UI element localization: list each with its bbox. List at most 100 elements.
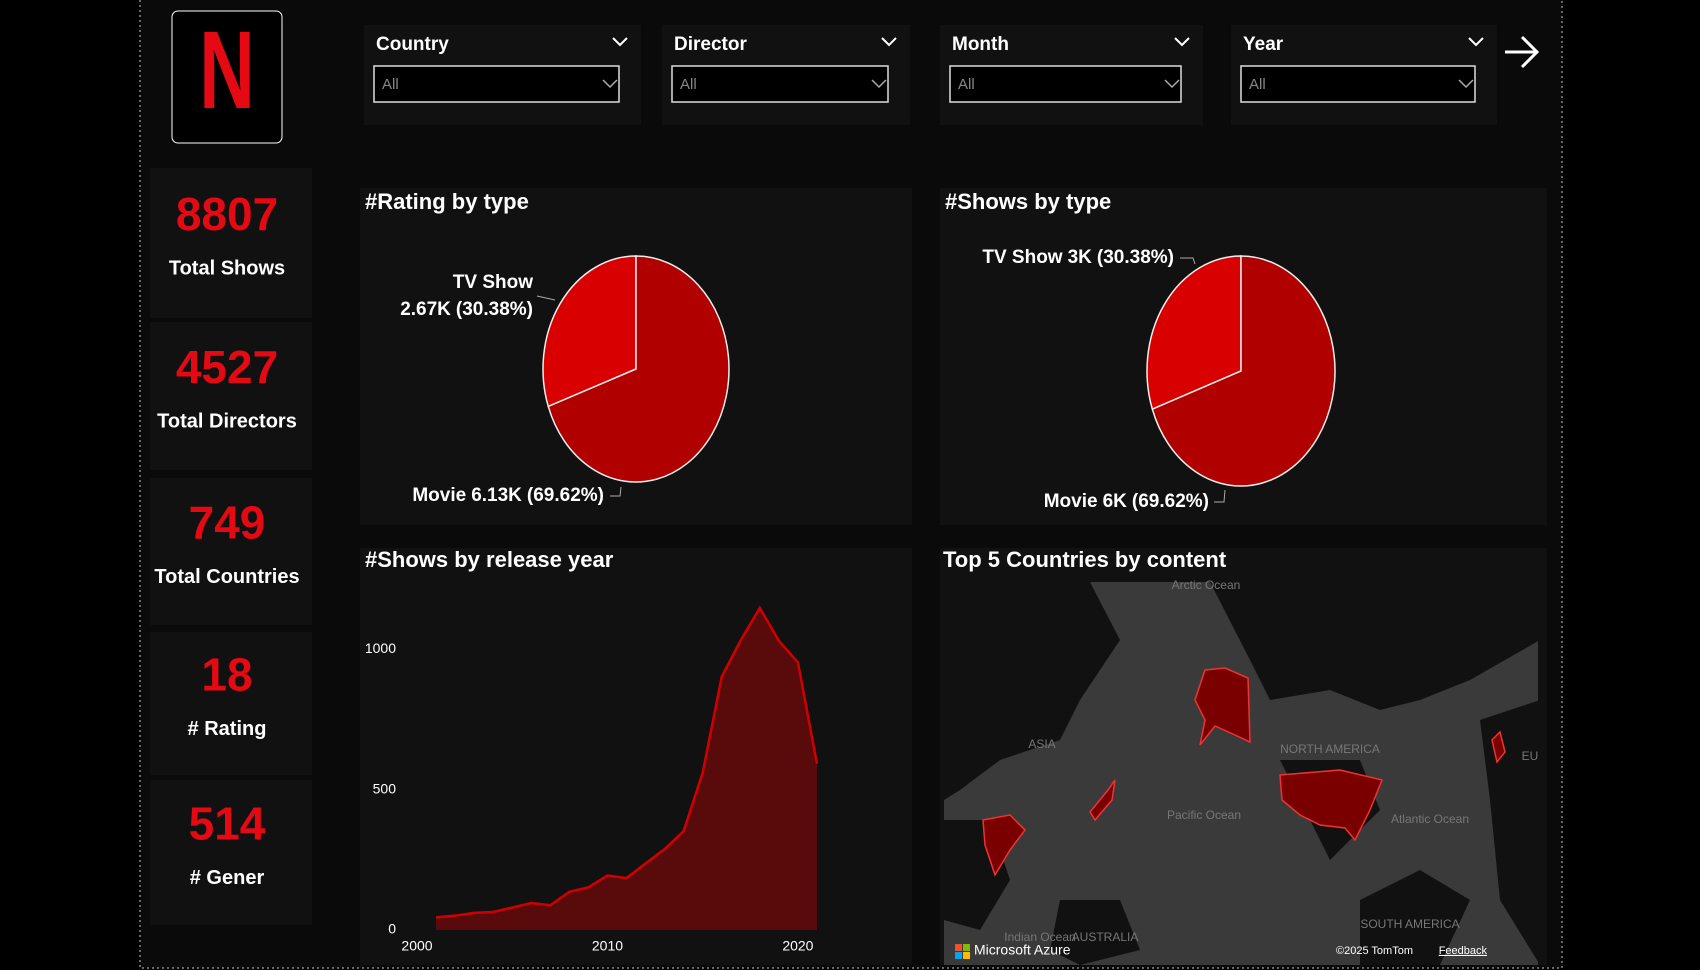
dropdown-chevron [602, 79, 618, 89]
highlighted-country [1491, 730, 1506, 764]
x-tick-label: 2020 [782, 938, 813, 954]
map-label: Atlantic Ocean [1391, 812, 1469, 826]
pie-slice [1151, 255, 1336, 487]
filter-value: All [1249, 76, 1266, 93]
map-label: Pacific Ocean [1167, 808, 1241, 822]
leader-line [1214, 489, 1226, 503]
filter-label: Director [674, 34, 747, 55]
azure-logo [955, 952, 962, 959]
kpi-value: 749 [189, 497, 266, 549]
pie-label: TV Show 3K (30.38%) [982, 247, 1174, 268]
kpi-card [150, 322, 312, 470]
area-fill [436, 607, 817, 930]
pie-label: Movie 6K (69.62%) [1044, 491, 1209, 512]
landmass [1480, 700, 1540, 965]
filter-value: All [680, 76, 697, 93]
highlighted-country [1279, 769, 1384, 842]
map-copyright: ©2025 TomTom [1336, 945, 1413, 957]
highlighted-country [982, 814, 1026, 877]
landmass [1360, 870, 1470, 965]
chart-panel [360, 548, 912, 965]
kpi-label: # Rating [188, 718, 267, 740]
chart-title: Top 5 Countries by content [943, 547, 1227, 572]
landmass [1050, 900, 1140, 965]
filter-label: Country [376, 34, 449, 55]
map-label: SOUTH AMERICA [1360, 917, 1459, 931]
chart-title: #Shows by release year [365, 547, 614, 572]
filter-dropdown[interactable] [373, 65, 620, 103]
azure-logo [955, 944, 962, 951]
pie-label-part: 2.67K [400, 299, 451, 320]
highlighted-country [1089, 779, 1116, 822]
filter-dropdown[interactable] [671, 65, 889, 103]
map-feedback[interactable]: Feedback [1439, 945, 1488, 957]
filter-chevron[interactable] [1468, 37, 1484, 47]
kpi-card [150, 168, 312, 318]
map-label: AUSTRALIA [1072, 930, 1139, 944]
map-label: EU [1522, 749, 1539, 763]
chart-title: #Rating by type [365, 189, 529, 214]
dropdown-chevron [1458, 79, 1474, 89]
y-tick-label: 1000 [365, 640, 396, 656]
pie-label-part: (30.38%) [1097, 247, 1174, 268]
kpi-label: # Gener [190, 867, 265, 889]
filter-value: All [382, 76, 399, 93]
kpi-value: 18 [201, 649, 252, 701]
kpi-label: Total Directors [157, 410, 297, 432]
pie-slice [547, 255, 730, 483]
leader-line [610, 486, 622, 497]
dropdown-chevron [871, 79, 887, 89]
filter-label: Month [952, 34, 1009, 55]
filter-chevron[interactable] [881, 37, 897, 47]
kpi-label: Total Countries [154, 566, 299, 588]
logo-box [171, 10, 283, 144]
dropdown-chevron [1164, 79, 1180, 89]
kpi-card [150, 780, 312, 925]
azure-logo [963, 944, 970, 951]
pie-label-part: TV Show [982, 247, 1062, 268]
leader-line [536, 295, 556, 301]
landmass [1210, 582, 1540, 710]
kpi-card [150, 632, 312, 775]
filter-chevron[interactable] [1174, 37, 1190, 47]
kpi-value: 8807 [176, 188, 278, 240]
azure-logo [963, 952, 970, 959]
y-tick-label: 0 [388, 921, 396, 937]
map-provider: Microsoft Azure [974, 942, 1071, 958]
x-tick-label: 2000 [401, 938, 432, 954]
pie-label-part: (69.62%) [1132, 491, 1209, 512]
filter-chevron[interactable] [612, 37, 628, 47]
pie-label-part: (69.62%) [527, 485, 604, 506]
pie-slice [542, 255, 637, 408]
pie-label-part: 3K [1068, 247, 1093, 268]
pie-label-part: Movie [412, 485, 466, 506]
pie-label: TV Show [453, 272, 533, 293]
kpi-value: 4527 [176, 341, 278, 393]
highlighted-country [1194, 667, 1251, 746]
area-line [435, 605, 819, 919]
map-label: Indian Ocean [1004, 930, 1075, 944]
pie-label-part: 6.13K [471, 485, 522, 506]
y-tick-label: 500 [373, 780, 397, 796]
kpi-label: Total Shows [169, 257, 285, 279]
pie-label-part: (30.38%) [456, 299, 533, 320]
filter-dropdown[interactable] [1240, 65, 1476, 103]
map-label: Arctic Ocean [1172, 578, 1241, 592]
pie-slice [1146, 255, 1242, 411]
map-label: ASIA [1028, 737, 1055, 751]
pie-label-part: Movie [1044, 491, 1098, 512]
filter-dropdown[interactable] [949, 65, 1182, 103]
filter-label: Year [1243, 34, 1284, 55]
next-arrow[interactable] [1505, 35, 1540, 69]
map-label: NORTH AMERICA [1280, 742, 1380, 756]
kpi-card [150, 478, 312, 625]
x-tick-label: 2010 [592, 938, 623, 954]
pie-label: Movie 6.13K (69.62%) [412, 485, 604, 506]
filter-value: All [958, 76, 975, 93]
landmass [944, 582, 1120, 800]
logo: N [199, 10, 255, 133]
pie-label-part: 6K [1103, 491, 1128, 512]
pie-label: 2.67K (30.38%) [400, 299, 533, 320]
kpi-value: 514 [189, 798, 266, 850]
